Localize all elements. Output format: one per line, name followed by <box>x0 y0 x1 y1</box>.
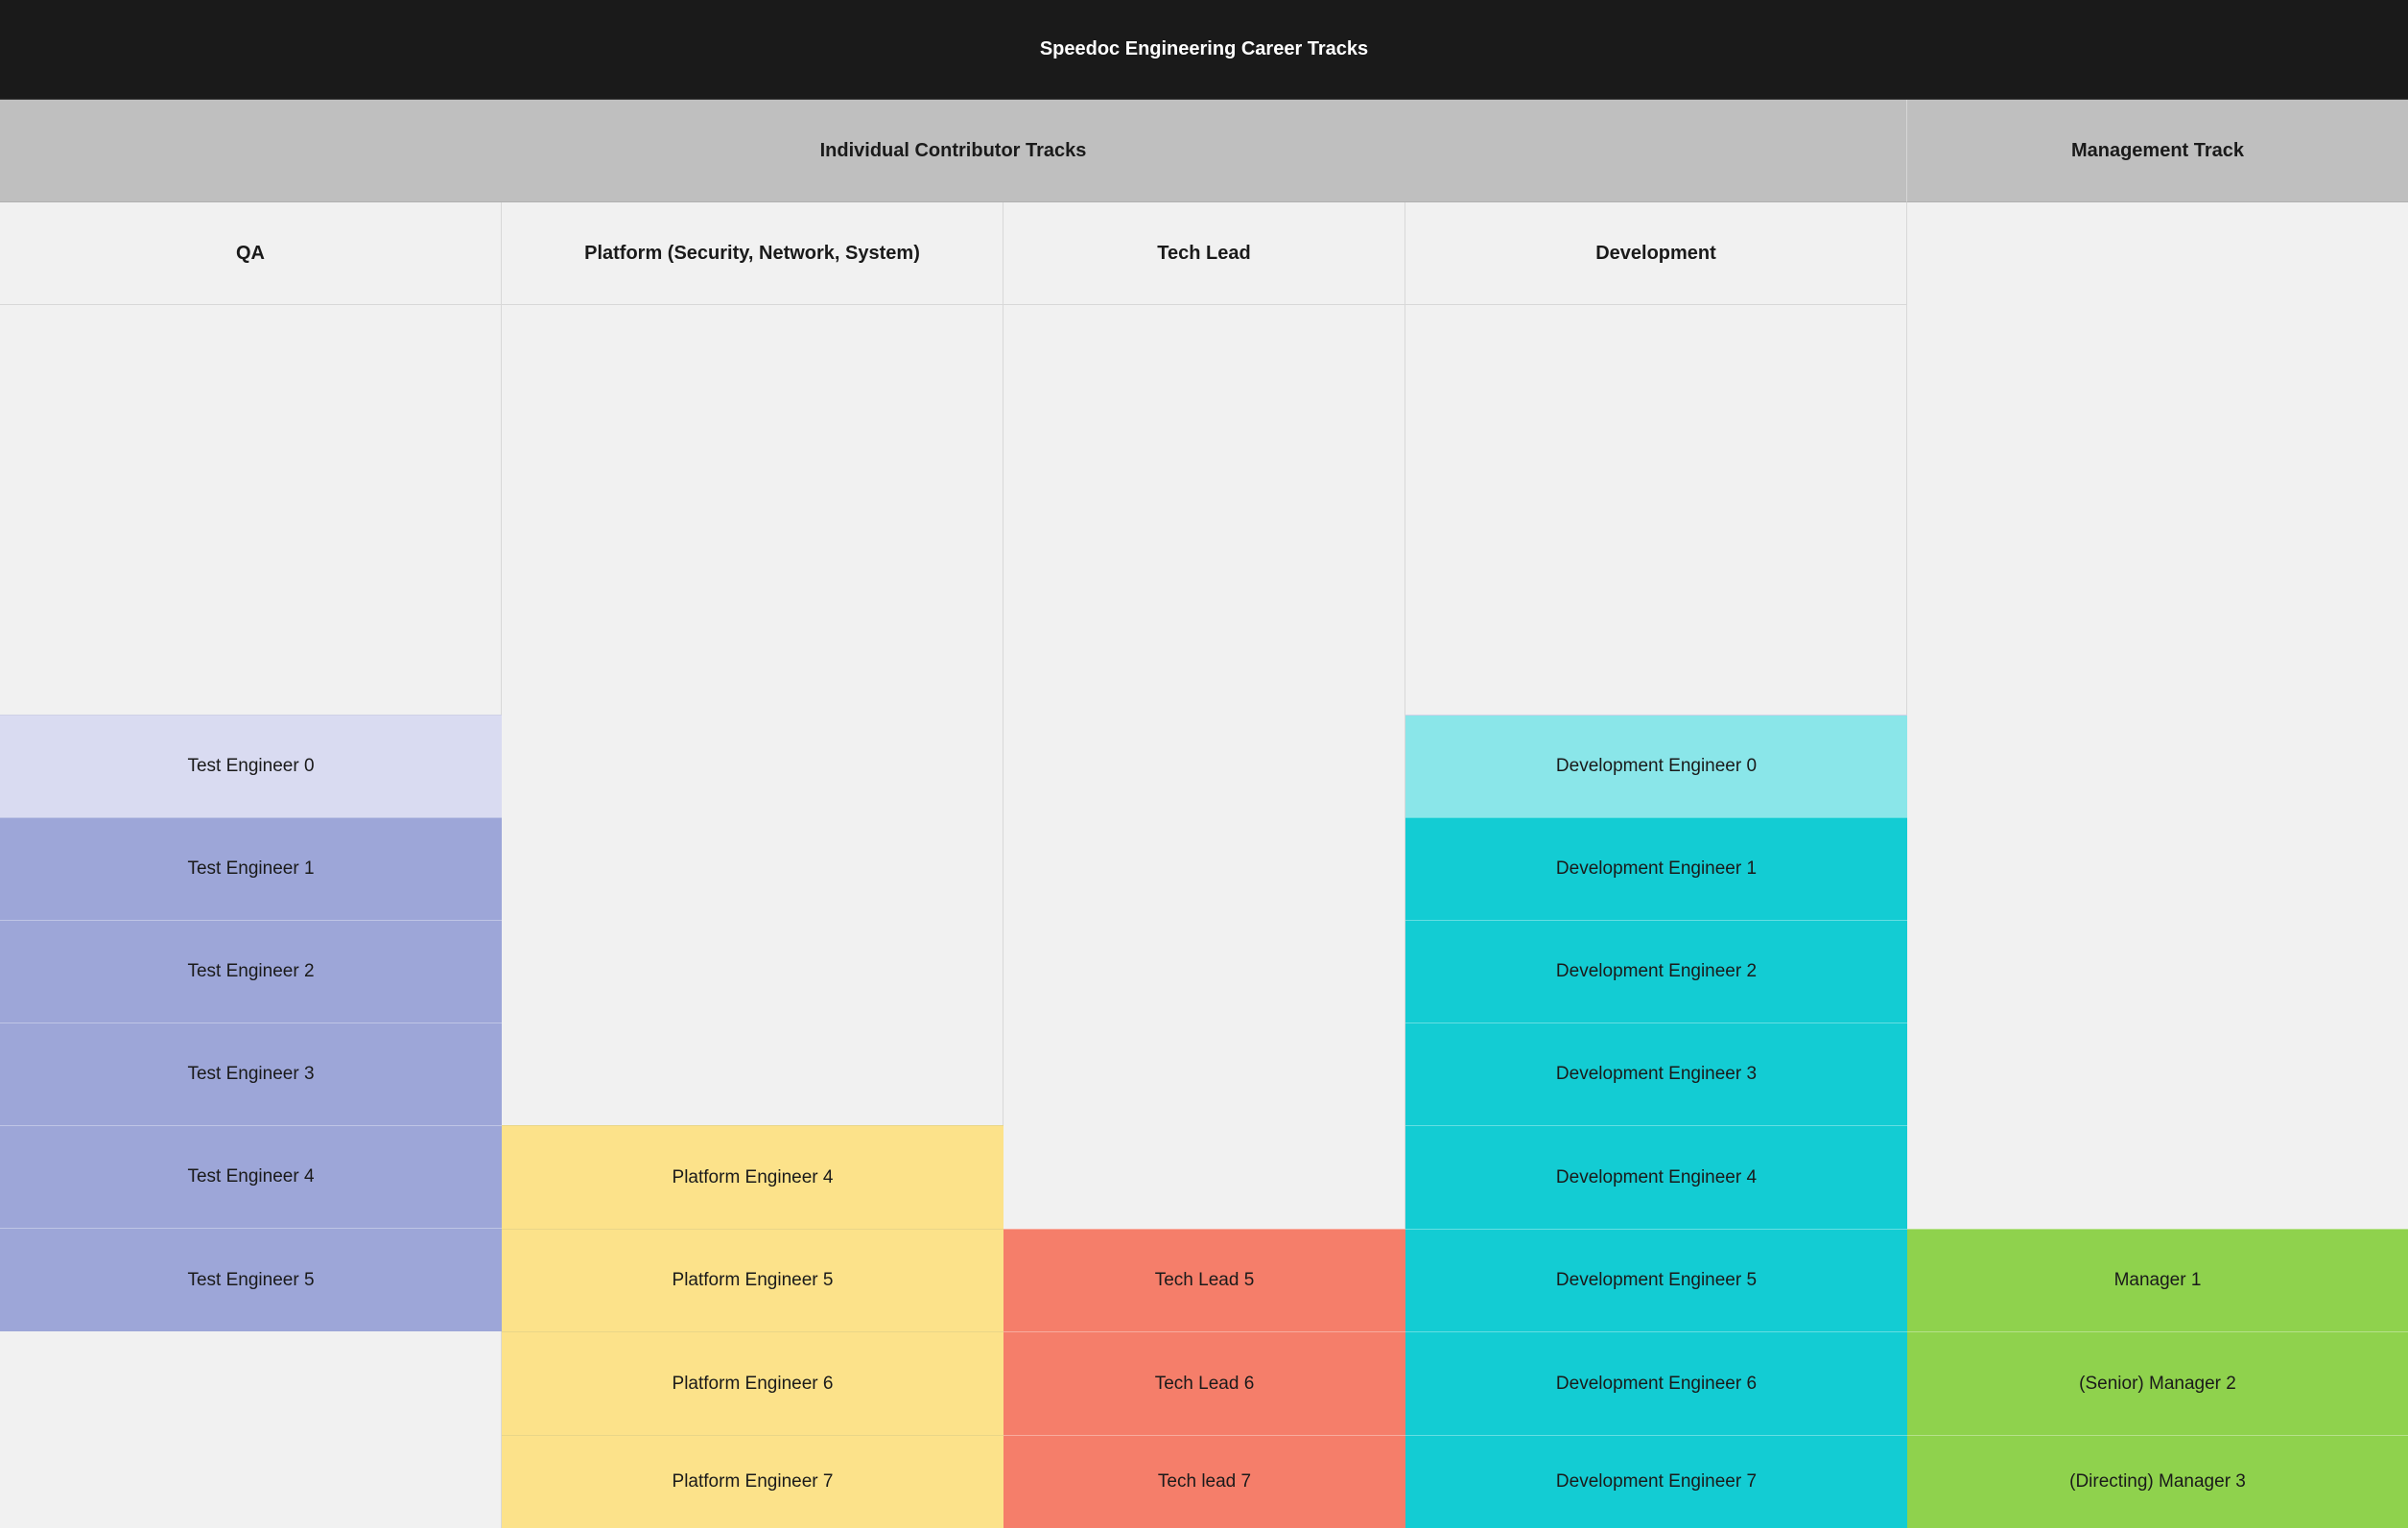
level-cell-test-engineer-1: Test Engineer 1 <box>0 817 502 920</box>
level-cell-manager-3: (Directing) Manager 3 <box>1907 1435 2408 1528</box>
level-cell-platform-engineer-4: Platform Engineer 4 <box>502 1125 1003 1229</box>
level-cell-tech-lead-7: Tech lead 7 <box>1003 1435 1405 1528</box>
level-cell-test-engineer-0: Test Engineer 0 <box>0 715 502 817</box>
level-cell-manager-1: Manager 1 <box>1907 1229 2408 1331</box>
level-cell-platform-engineer-6: Platform Engineer 6 <box>502 1331 1003 1435</box>
level-cell-test-engineer-2: Test Engineer 2 <box>0 920 502 1023</box>
level-cell-development-engineer-0: Development Engineer 0 <box>1405 715 1907 817</box>
level-cell-development-engineer-4: Development Engineer 4 <box>1405 1125 1907 1229</box>
level-cell-tech-lead-6: Tech Lead 6 <box>1003 1331 1405 1435</box>
track-header-development: Development <box>1405 202 1907 305</box>
level-cell-development-engineer-5: Development Engineer 5 <box>1405 1229 1907 1331</box>
level-cell-development-engineer-2: Development Engineer 2 <box>1405 920 1907 1023</box>
level-cell-test-engineer-4: Test Engineer 4 <box>0 1125 502 1228</box>
level-cell-tech-lead-5: Tech Lead 5 <box>1003 1229 1405 1331</box>
group-header-individual-contributor: Individual Contributor Tracks <box>0 100 1907 202</box>
level-cell-manager-2: (Senior) Manager 2 <box>1907 1331 2408 1435</box>
track-header-tech-lead: Tech Lead <box>1003 202 1405 305</box>
level-cell-platform-engineer-7: Platform Engineer 7 <box>502 1435 1003 1528</box>
level-cell-test-engineer-5: Test Engineer 5 <box>0 1228 502 1331</box>
level-cell-platform-engineer-5: Platform Engineer 5 <box>502 1229 1003 1331</box>
level-cell-development-engineer-1: Development Engineer 1 <box>1405 817 1907 920</box>
group-header-management: Management Track <box>1907 100 2408 202</box>
level-cell-test-engineer-3: Test Engineer 3 <box>0 1023 502 1125</box>
page-title: Speedoc Engineering Career Tracks <box>0 0 2408 100</box>
track-header-qa: QA <box>0 202 502 305</box>
level-cell-development-engineer-7: Development Engineer 7 <box>1405 1435 1907 1528</box>
level-cell-development-engineer-3: Development Engineer 3 <box>1405 1023 1907 1125</box>
level-cell-development-engineer-6: Development Engineer 6 <box>1405 1331 1907 1435</box>
track-header-platform: Platform (Security, Network, System) <box>502 202 1003 305</box>
